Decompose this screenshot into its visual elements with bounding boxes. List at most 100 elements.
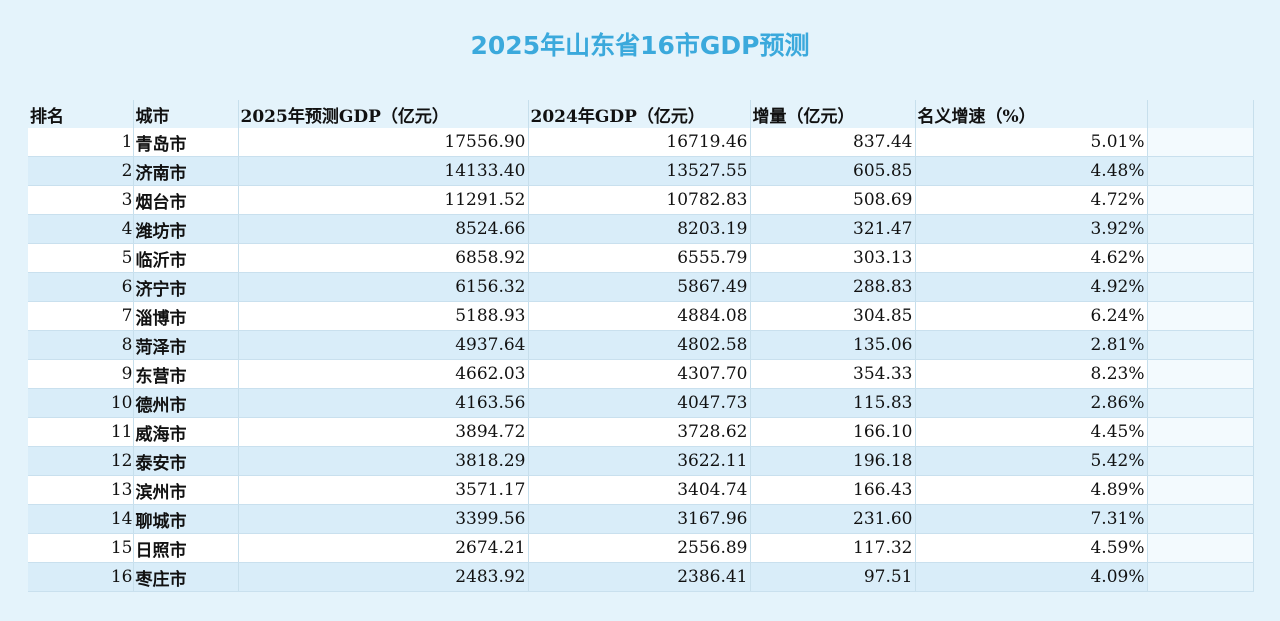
cell-gdp-2024: 10782.83 bbox=[528, 185, 751, 215]
header-city: 城市 bbox=[133, 100, 239, 128]
cell-empty bbox=[1147, 128, 1254, 157]
cell-city: 济宁市 bbox=[133, 272, 239, 302]
cell-increment: 303.13 bbox=[750, 243, 916, 273]
cell-empty bbox=[1147, 243, 1254, 273]
cell-empty bbox=[1147, 214, 1254, 244]
cell-gdp-2025: 6156.32 bbox=[238, 272, 529, 302]
cell-gdp-2024: 3167.96 bbox=[528, 504, 751, 534]
gdp-table: 排名 城市 2025年预测GDP（亿元） 2024年GDP（亿元） 增量（亿元）… bbox=[28, 100, 1254, 592]
cell-gdp-2024: 6555.79 bbox=[528, 243, 751, 273]
table-row: 16 枣庄市 2483.92 2386.41 97.51 4.09% bbox=[28, 562, 1254, 592]
cell-growth: 4.72% bbox=[915, 185, 1148, 215]
cell-rank: 2 bbox=[28, 156, 134, 186]
cell-city: 日照市 bbox=[133, 533, 239, 563]
cell-gdp-2024: 4047.73 bbox=[528, 388, 751, 418]
table-row: 14 聊城市 3399.56 3167.96 231.60 7.31% bbox=[28, 504, 1254, 534]
cell-gdp-2025: 2674.21 bbox=[238, 533, 529, 563]
table-row: 5 临沂市 6858.92 6555.79 303.13 4.62% bbox=[28, 243, 1254, 273]
cell-growth: 7.31% bbox=[915, 504, 1148, 534]
cell-gdp-2025: 14133.40 bbox=[238, 156, 529, 186]
header-row: 排名 城市 2025年预测GDP（亿元） 2024年GDP（亿元） 增量（亿元）… bbox=[28, 100, 1254, 128]
cell-rank: 1 bbox=[28, 128, 134, 157]
cell-city: 烟台市 bbox=[133, 185, 239, 215]
cell-city: 潍坊市 bbox=[133, 214, 239, 244]
cell-growth: 4.62% bbox=[915, 243, 1148, 273]
table-row: 8 菏泽市 4937.64 4802.58 135.06 2.81% bbox=[28, 330, 1254, 360]
cell-growth: 4.48% bbox=[915, 156, 1148, 186]
cell-increment: 97.51 bbox=[750, 562, 916, 592]
cell-increment: 115.83 bbox=[750, 388, 916, 418]
cell-rank: 15 bbox=[28, 533, 134, 563]
cell-growth: 4.92% bbox=[915, 272, 1148, 302]
header-increment: 增量（亿元） bbox=[750, 100, 916, 128]
cell-rank: 13 bbox=[28, 475, 134, 505]
cell-rank: 4 bbox=[28, 214, 134, 244]
cell-city: 泰安市 bbox=[133, 446, 239, 476]
cell-rank: 7 bbox=[28, 301, 134, 331]
cell-rank: 3 bbox=[28, 185, 134, 215]
cell-increment: 321.47 bbox=[750, 214, 916, 244]
table-row: 10 德州市 4163.56 4047.73 115.83 2.86% bbox=[28, 388, 1254, 418]
cell-empty bbox=[1147, 185, 1254, 215]
header-gdp-2024: 2024年GDP（亿元） bbox=[528, 100, 751, 128]
cell-rank: 9 bbox=[28, 359, 134, 389]
cell-gdp-2025: 5188.93 bbox=[238, 301, 529, 331]
cell-increment: 354.33 bbox=[750, 359, 916, 389]
cell-gdp-2025: 3399.56 bbox=[238, 504, 529, 534]
table-row: 11 威海市 3894.72 3728.62 166.10 4.45% bbox=[28, 417, 1254, 447]
cell-empty bbox=[1147, 504, 1254, 534]
cell-city: 淄博市 bbox=[133, 301, 239, 331]
cell-growth: 4.45% bbox=[915, 417, 1148, 447]
cell-increment: 231.60 bbox=[750, 504, 916, 534]
cell-gdp-2024: 4884.08 bbox=[528, 301, 751, 331]
table-row: 9 东营市 4662.03 4307.70 354.33 8.23% bbox=[28, 359, 1254, 389]
cell-gdp-2024: 8203.19 bbox=[528, 214, 751, 244]
cell-gdp-2025: 2483.92 bbox=[238, 562, 529, 592]
table-row: 2 济南市 14133.40 13527.55 605.85 4.48% bbox=[28, 156, 1254, 186]
cell-empty bbox=[1147, 156, 1254, 186]
cell-gdp-2025: 8524.66 bbox=[238, 214, 529, 244]
cell-growth: 4.59% bbox=[915, 533, 1148, 563]
cell-increment: 117.32 bbox=[750, 533, 916, 563]
cell-empty bbox=[1147, 562, 1254, 592]
cell-gdp-2024: 3404.74 bbox=[528, 475, 751, 505]
header-gdp-2025: 2025年预测GDP（亿元） bbox=[238, 100, 529, 128]
cell-growth: 5.42% bbox=[915, 446, 1148, 476]
cell-rank: 8 bbox=[28, 330, 134, 360]
table-row: 4 潍坊市 8524.66 8203.19 321.47 3.92% bbox=[28, 214, 1254, 244]
cell-empty bbox=[1147, 388, 1254, 418]
cell-increment: 837.44 bbox=[750, 128, 916, 157]
cell-growth: 3.92% bbox=[915, 214, 1148, 244]
table-row: 6 济宁市 6156.32 5867.49 288.83 4.92% bbox=[28, 272, 1254, 302]
cell-gdp-2024: 2556.89 bbox=[528, 533, 751, 563]
cell-empty bbox=[1147, 359, 1254, 389]
cell-gdp-2024: 16719.46 bbox=[528, 128, 751, 157]
cell-empty bbox=[1147, 446, 1254, 476]
cell-city: 德州市 bbox=[133, 388, 239, 418]
cell-rank: 16 bbox=[28, 562, 134, 592]
table-row: 12 泰安市 3818.29 3622.11 196.18 5.42% bbox=[28, 446, 1254, 476]
cell-gdp-2025: 11291.52 bbox=[238, 185, 529, 215]
cell-rank: 14 bbox=[28, 504, 134, 534]
cell-empty bbox=[1147, 272, 1254, 302]
cell-gdp-2024: 4802.58 bbox=[528, 330, 751, 360]
cell-growth: 8.23% bbox=[915, 359, 1148, 389]
cell-gdp-2024: 2386.41 bbox=[528, 562, 751, 592]
cell-growth: 4.89% bbox=[915, 475, 1148, 505]
page-title: 2025年山东省16市GDP预测 bbox=[470, 31, 810, 60]
table-row: 13 滨州市 3571.17 3404.74 166.43 4.89% bbox=[28, 475, 1254, 505]
cell-gdp-2025: 3894.72 bbox=[238, 417, 529, 447]
cell-rank: 6 bbox=[28, 272, 134, 302]
cell-rank: 12 bbox=[28, 446, 134, 476]
cell-increment: 605.85 bbox=[750, 156, 916, 186]
table-row: 15 日照市 2674.21 2556.89 117.32 4.59% bbox=[28, 533, 1254, 563]
cell-growth: 4.09% bbox=[915, 562, 1148, 592]
cell-growth: 2.86% bbox=[915, 388, 1148, 418]
table-row: 3 烟台市 11291.52 10782.83 508.69 4.72% bbox=[28, 185, 1254, 215]
header-rank: 排名 bbox=[28, 100, 134, 128]
cell-increment: 166.43 bbox=[750, 475, 916, 505]
cell-city: 威海市 bbox=[133, 417, 239, 447]
cell-gdp-2025: 4163.56 bbox=[238, 388, 529, 418]
cell-growth: 2.81% bbox=[915, 330, 1148, 360]
cell-gdp-2025: 3571.17 bbox=[238, 475, 529, 505]
